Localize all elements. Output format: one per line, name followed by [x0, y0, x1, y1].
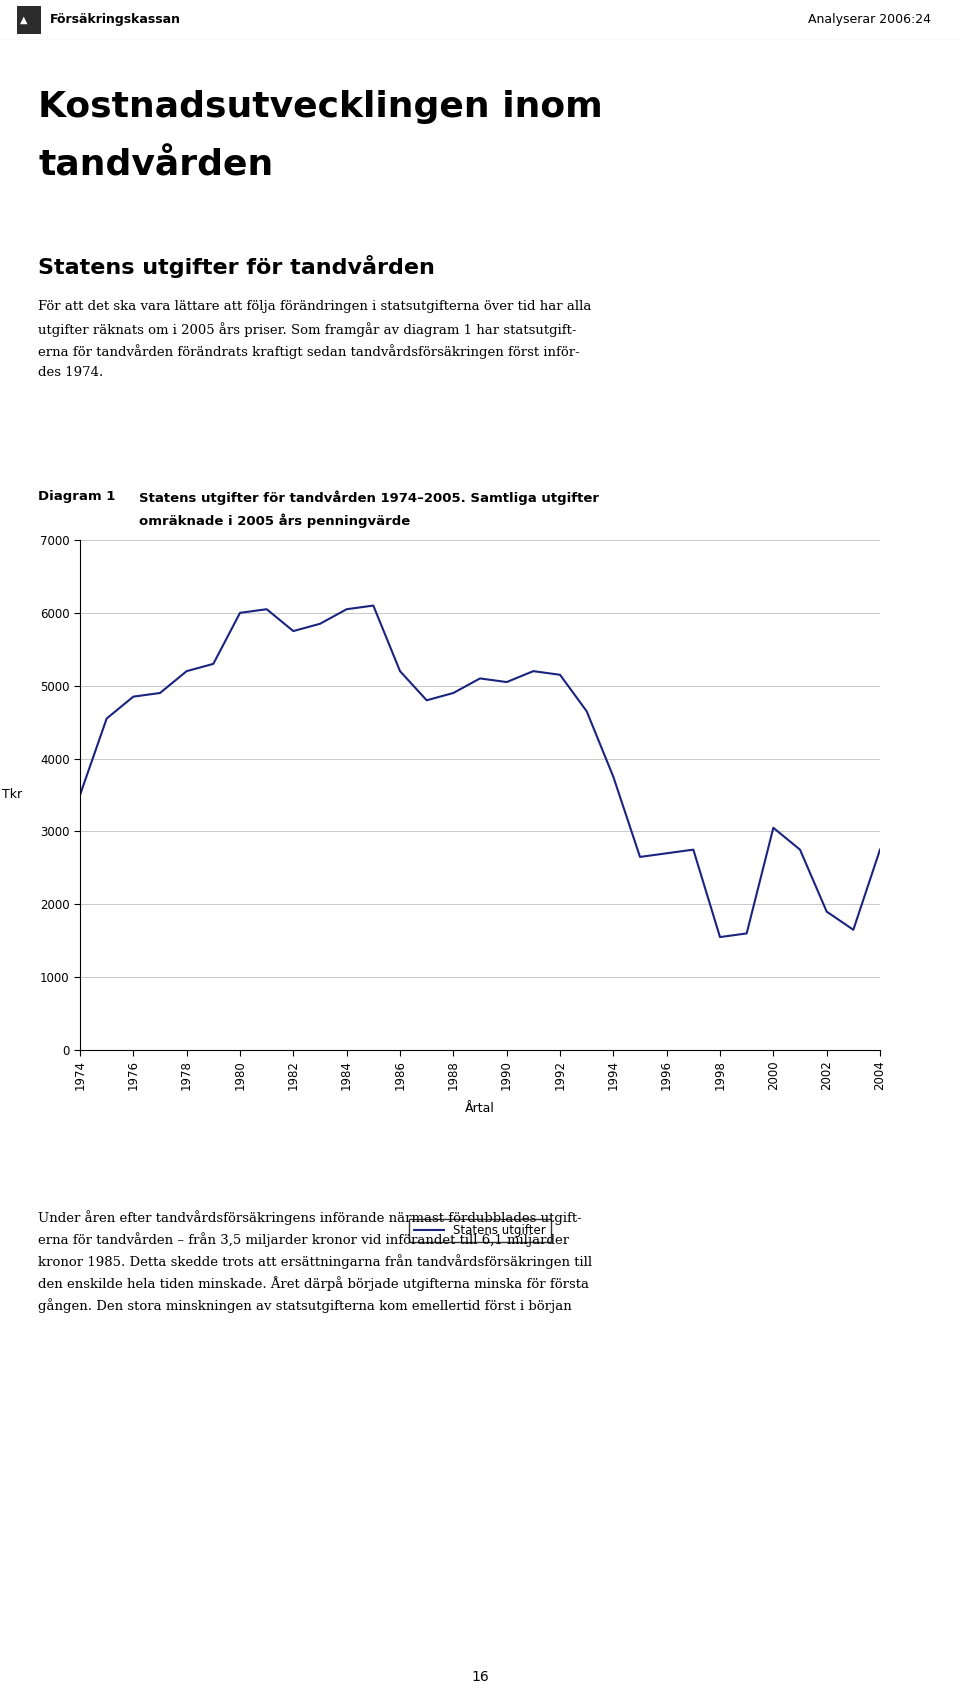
Text: Försäkringskassan: Försäkringskassan: [50, 14, 180, 27]
Text: erna för tandvården – från 3,5 miljarder kronor vid införandet till 6,1 miljarde: erna för tandvården – från 3,5 miljarder…: [38, 1231, 569, 1246]
X-axis label: Årtal: Årtal: [465, 1101, 495, 1115]
Y-axis label: Tkr: Tkr: [2, 789, 22, 802]
Text: Statens utgifter för tandvården: Statens utgifter för tandvården: [38, 255, 435, 279]
Text: ▲: ▲: [20, 15, 28, 25]
Text: tandvården: tandvården: [38, 149, 274, 182]
Text: För att det ska vara lättare att följa förändringen i statsutgifterna över tid h: För att det ska vara lättare att följa f…: [38, 301, 591, 312]
Text: erna för tandvården förändrats kraftigt sedan tandvårdsförsäkringen först inför-: erna för tandvården förändrats kraftigt …: [38, 345, 580, 358]
Legend: Statens utgifter: Statens utgifter: [409, 1219, 551, 1241]
Text: Under åren efter tandvårdsförsäkringens införande närmast fördubblades utgift-: Under åren efter tandvårdsförsäkringens …: [38, 1209, 582, 1225]
Text: Analyserar 2006:24: Analyserar 2006:24: [808, 14, 931, 27]
Text: kronor 1985. Detta skedde trots att ersättningarna från tandvårdsförsäkringen ti: kronor 1985. Detta skedde trots att ersä…: [38, 1253, 592, 1268]
Text: Kostnadsutvecklingen inom: Kostnadsutvecklingen inom: [38, 90, 603, 123]
Text: Diagram 1: Diagram 1: [38, 490, 116, 503]
FancyBboxPatch shape: [17, 7, 41, 34]
Text: des 1974.: des 1974.: [38, 367, 104, 378]
Text: gången. Den stora minskningen av statsutgifterna kom emellertid först i början: gången. Den stora minskningen av statsut…: [38, 1299, 572, 1312]
Text: Statens utgifter för tandvården 1974–2005. Samtliga utgifter: Statens utgifter för tandvården 1974–200…: [139, 490, 599, 505]
Text: den enskilde hela tiden minskade. Året därpå började utgifterna minska för först: den enskilde hela tiden minskade. Året d…: [38, 1275, 589, 1290]
Text: omräknade i 2005 års penningvärde: omräknade i 2005 års penningvärde: [139, 513, 411, 527]
Text: utgifter räknats om i 2005 års priser. Som framgår av diagram 1 har statsutgift-: utgifter räknats om i 2005 års priser. S…: [38, 323, 577, 336]
Text: 16: 16: [471, 1670, 489, 1684]
